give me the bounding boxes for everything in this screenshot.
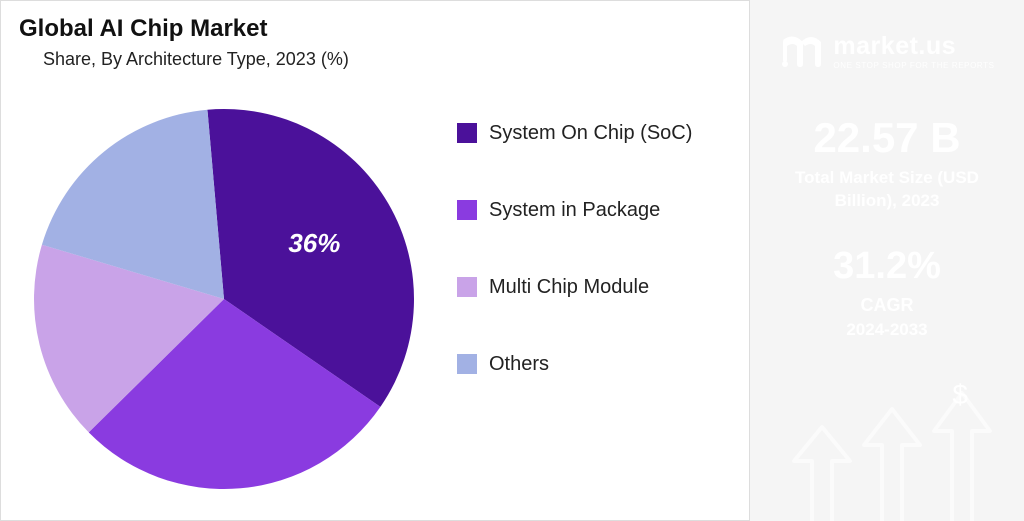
market-size-label: Total Market Size (USD Billion), 2023 (770, 167, 1004, 213)
arrows-decoration: $ (750, 391, 1024, 521)
cagr-value: 31.2% (833, 245, 941, 288)
brand-icon (779, 34, 823, 70)
legend-item: System in Package (457, 197, 719, 224)
legend-swatch (457, 354, 477, 374)
legend-swatch (457, 277, 477, 297)
legend-item: Others (457, 351, 719, 378)
legend-item: Multi Chip Module (457, 274, 719, 301)
legend-label: System in Package (489, 197, 660, 224)
pie-chart: 36% (19, 74, 449, 504)
stat-cagr: 31.2% CAGR 2024-2033 (833, 245, 941, 340)
cagr-period: 2024-2033 (833, 320, 941, 340)
dollar-icon: $ (952, 379, 968, 411)
legend-item: System On Chip (SoC) (457, 120, 719, 147)
cagr-label: CAGR (833, 293, 941, 317)
brand-logo: market.us ONE STOP SHOP FOR THE REPORTS (779, 34, 994, 70)
market-size-value: 22.57 B (770, 114, 1004, 162)
legend-swatch (457, 200, 477, 220)
stat-market-size: 22.57 B Total Market Size (USD Billion),… (770, 114, 1004, 213)
chart-subtitle: Share, By Architecture Type, 2023 (%) (43, 49, 731, 70)
summary-panel: market.us ONE STOP SHOP FOR THE REPORTS … (750, 0, 1024, 521)
legend: System On Chip (SoC) System in Package Mul… (449, 74, 719, 428)
legend-label: System On Chip (SoC) (489, 120, 692, 147)
brand-name: market.us (833, 34, 994, 59)
legend-swatch (457, 123, 477, 143)
page-title: Global AI Chip Market (19, 15, 731, 43)
chart-panel: Global AI Chip Market Share, By Architec… (0, 0, 750, 521)
legend-label: Multi Chip Module (489, 274, 649, 301)
chart-area: 36% System On Chip (SoC) System in Packag… (19, 74, 731, 504)
legend-label: Others (489, 351, 549, 378)
brand-tagline: ONE STOP SHOP FOR THE REPORTS (833, 62, 994, 70)
